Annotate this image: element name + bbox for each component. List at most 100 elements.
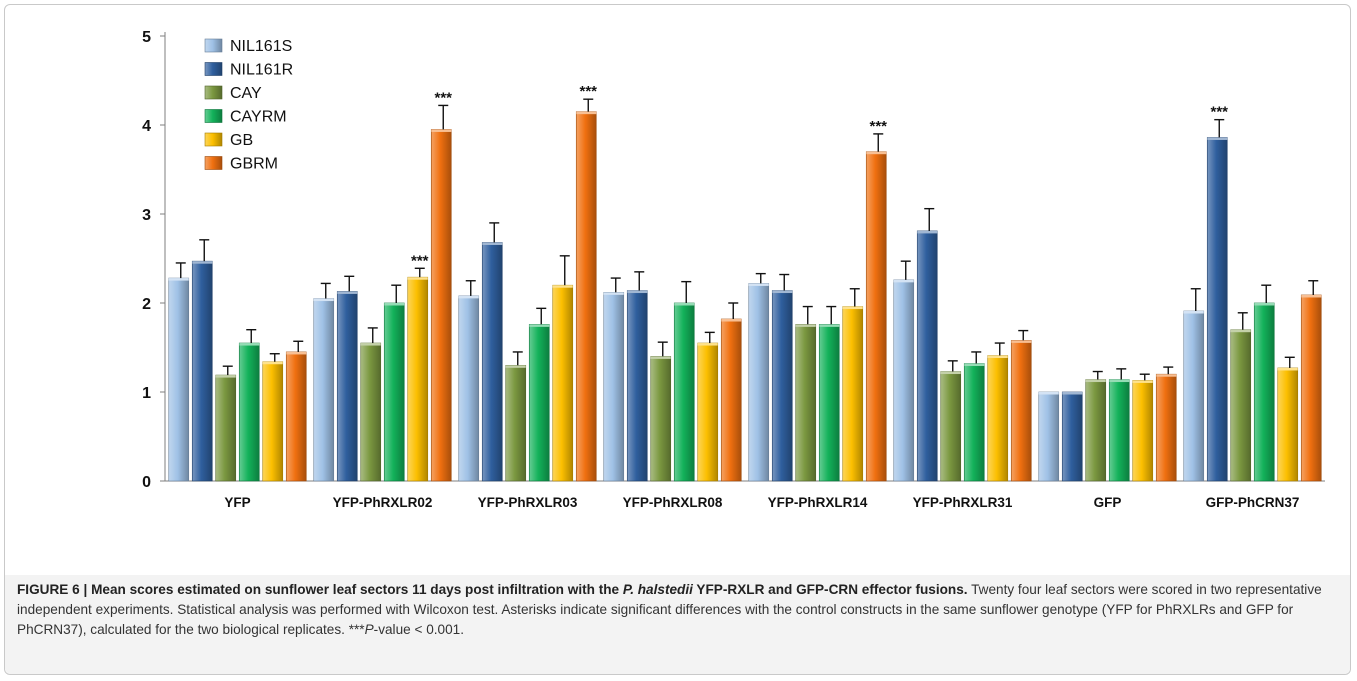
bar-cap [482, 242, 503, 245]
bar-cap [360, 343, 381, 346]
bar [1230, 329, 1252, 482]
bar-cap [529, 324, 550, 327]
y-tick-label: 1 [142, 385, 151, 402]
bar [481, 242, 503, 482]
x-tick-label: YFP-PhRXLR08 [623, 495, 723, 510]
bar-cap [772, 290, 793, 294]
significance-label: *** [1210, 104, 1228, 121]
bar-cap [458, 295, 479, 299]
bar-cap [842, 306, 863, 310]
bar [458, 295, 480, 482]
bar [528, 324, 550, 482]
bar-cap [987, 355, 1008, 359]
bar-cap [650, 356, 671, 359]
bar [720, 318, 742, 482]
figure-caption: FIGURE 6 | Mean scores estimated on sunf… [17, 580, 1342, 640]
figure-panel: 0 1 2 3 4 5 YFP YFP-PhRXLR02 YFP-PhRXLR03 YFP-PhR… [4, 4, 1351, 675]
bar-cap [1207, 137, 1228, 140]
bar-cap [1011, 340, 1032, 343]
bar [1038, 391, 1060, 482]
bar [360, 342, 382, 482]
bar [893, 279, 915, 482]
bar-cap [1062, 392, 1083, 395]
bar-cap [552, 285, 573, 288]
bar-cap [1183, 311, 1204, 314]
bar [336, 291, 358, 482]
legend-swatch [204, 85, 223, 100]
bar [430, 129, 452, 482]
x-tick-label: GFP [1094, 495, 1122, 510]
bar [771, 290, 793, 482]
legend-label: GBRM [230, 156, 278, 173]
bar [603, 292, 625, 482]
legend-swatch [204, 38, 223, 53]
caption-body: Twenty four leaf sectors were scored in … [17, 582, 1322, 637]
bar [313, 298, 335, 482]
y-tick-label: 3 [142, 207, 151, 224]
bar-cap [603, 292, 624, 295]
x-tick-label: YFP-PhRXLR02 [333, 495, 433, 510]
bar-cap [286, 351, 307, 355]
bar [673, 302, 695, 482]
bar-cap [262, 361, 283, 365]
bar-cap [627, 290, 648, 294]
y-tick-label: 0 [142, 474, 151, 491]
bar [1277, 367, 1299, 482]
legend-swatch [204, 132, 223, 147]
bar [1061, 391, 1083, 482]
bar-cap [1085, 379, 1106, 383]
bar [626, 290, 648, 482]
bar [407, 276, 429, 482]
significance-label: *** [579, 83, 597, 100]
bar-chart: 0 1 2 3 4 5 YFP YFP-PhRXLR02 YFP-PhRXLR03 YFP-PhR… [142, 29, 1325, 510]
bar [168, 277, 190, 482]
x-tick-label: YFP-PhRXLR31 [913, 495, 1013, 510]
bar [987, 355, 1009, 482]
bar-cap [313, 298, 334, 302]
bar [818, 324, 840, 482]
bar-cap [168, 278, 189, 281]
bar-cap [192, 261, 213, 264]
legend-label: GB [230, 132, 253, 149]
legend-swatch [204, 156, 223, 170]
bar-cap [893, 279, 914, 283]
bar [865, 151, 887, 482]
bar-cap [1132, 380, 1153, 383]
bar-cap [1230, 329, 1251, 333]
x-tick-label: GFP-PhCRN37 [1206, 495, 1300, 510]
bar [795, 324, 817, 482]
bar-cap [674, 303, 695, 306]
bar-cap [917, 230, 938, 234]
bar-cap [721, 319, 742, 322]
caption-band [5, 575, 1350, 674]
legend-label: NIL161S [230, 38, 292, 55]
bar-cap [940, 371, 961, 375]
x-tick-label: YFP [224, 495, 250, 510]
bar-cap [384, 303, 405, 306]
bar-cap [337, 291, 358, 294]
bar [1085, 379, 1107, 482]
bar [748, 283, 770, 482]
bar [1155, 373, 1177, 482]
caption-title: FIGURE 6 | Mean scores estimated on sunf… [17, 582, 968, 597]
bar [963, 363, 985, 482]
y-tick-label: 5 [142, 29, 151, 46]
bar [650, 356, 672, 482]
significance-label: *** [434, 89, 452, 106]
bar-cap [819, 324, 840, 327]
bar [842, 306, 864, 482]
legend-label: NIL161R [230, 62, 293, 79]
bar-cap [215, 375, 236, 378]
bar [191, 260, 213, 482]
bar-cap [1254, 303, 1275, 306]
bar [1300, 294, 1322, 482]
legend-swatch [204, 62, 223, 76]
bar [215, 374, 237, 482]
bar [383, 302, 405, 482]
bar [940, 371, 962, 482]
bar [1132, 380, 1154, 482]
bar-cap [407, 277, 428, 280]
bar-cap [795, 324, 816, 327]
bar-cap [1156, 374, 1177, 377]
bar [916, 230, 938, 482]
